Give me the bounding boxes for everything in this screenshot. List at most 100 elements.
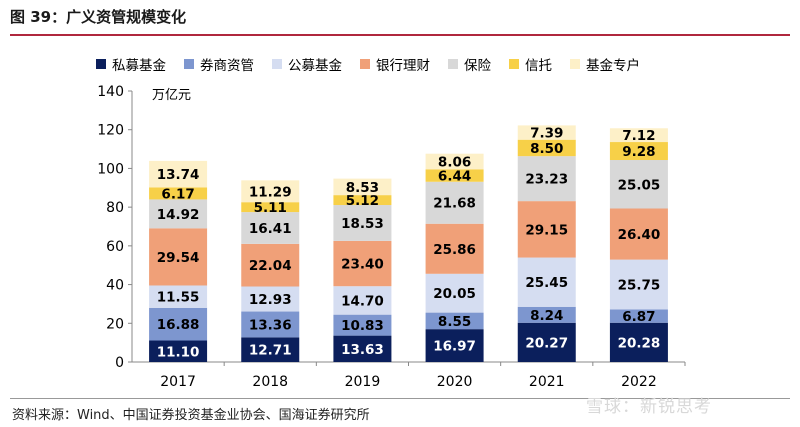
legend-label: 基金专户 [586,58,640,74]
legend-label: 公募基金 [288,58,342,74]
bar-segment [425,153,484,170]
bar-segment [149,160,208,188]
bar-segment [241,337,300,362]
data-label: 13.36 [249,317,292,333]
legend-item-1: 券商资管 [184,54,254,74]
bar-segment [241,311,300,338]
data-label: 11.29 [249,184,292,200]
data-label: 5.12 [346,193,379,209]
bar-segment [517,125,576,140]
data-label: 29.15 [525,222,568,238]
legend-swatch [509,59,519,69]
watermark: 雪球：新锐思考 [586,397,712,417]
bar-segment [609,322,668,362]
data-label: 7.39 [530,126,563,142]
bar-segment [149,187,208,200]
bar-segment [333,205,392,241]
bar-segment [149,340,208,362]
legend-swatch [570,59,580,69]
data-label: 18.53 [341,216,384,232]
bar-segment [609,309,668,323]
data-label: 12.93 [249,292,292,308]
y-tick-label: 20 [106,316,124,332]
bar-segment [425,312,484,330]
legend-item-4: 保险 [448,54,491,74]
bar-segment [241,180,300,203]
data-label: 8.50 [530,141,563,157]
legend-item-0: 私募基金 [96,54,166,74]
bar-segment [517,156,576,202]
bar-segment [609,259,668,310]
bar-segment [241,243,300,287]
bar-segment [333,335,392,362]
bar-segment [425,223,484,274]
bar-segment [517,257,576,307]
bar-segment [241,212,300,244]
data-label: 8.06 [438,154,471,170]
data-label: 8.53 [346,180,379,196]
data-label: 23.40 [341,257,384,273]
chart-legend: 私募基金 券商资管 公募基金 银行理财 保险 信托 基金专户 [96,54,640,74]
data-label: 25.75 [618,278,661,294]
y-tick-label: 140 [97,84,124,100]
legend-item-6: 基金专户 [570,54,640,74]
data-label: 8.24 [530,308,563,324]
bar-segment [425,273,484,313]
data-label: 16.97 [433,339,476,355]
bar-segment [149,228,208,286]
stacked-bar-chart: 0 20 40 60 80 100 120 140 万亿元 11.10 16.88 11.55 29.5… [97,84,686,390]
data-label: 26.40 [618,227,661,243]
data-label: 20.05 [433,286,476,302]
x-tick-label: 2018 [252,374,288,390]
bar-segment [333,314,392,336]
legend-swatch [448,59,458,69]
bar-segment [609,160,668,209]
data-label: 20.27 [525,335,568,351]
bar-segment [425,169,484,182]
legend-label: 券商资管 [200,58,254,74]
data-label: 14.70 [341,293,384,309]
title-divider [10,34,790,36]
data-label: 5.11 [254,200,287,216]
data-label: 20.28 [618,335,661,351]
data-label: 25.86 [433,242,476,258]
legend-label: 信托 [525,58,552,74]
data-label: 21.68 [433,196,476,212]
data-label: 11.10 [157,344,200,360]
x-tick-label: 2020 [437,374,473,390]
data-label: 23.23 [525,172,568,188]
x-tick-label: 2021 [529,374,565,390]
bar-segment [517,322,576,362]
legend-label: 保险 [464,58,491,74]
data-label: 9.28 [622,144,655,160]
legend-item-2: 公募基金 [272,54,342,74]
data-label: 12.71 [249,343,292,359]
bar-segment [149,285,208,308]
data-label: 13.74 [157,167,200,183]
bar-segment [517,306,576,323]
legend-swatch [272,59,282,69]
legend-swatch [360,59,370,69]
legend-label: 私募基金 [112,58,166,74]
bar-segment [609,128,668,143]
data-label: 29.54 [157,250,200,266]
legend-swatch [96,59,106,69]
footer-divider [10,398,790,399]
bar-segment [609,142,668,161]
legend-item-3: 银行理财 [360,54,430,74]
y-axis-unit-label: 万亿元 [152,88,191,103]
data-label: 25.45 [525,275,568,291]
data-label: 6.87 [622,309,655,325]
bar-segment [517,139,576,157]
data-label: 16.88 [157,317,200,333]
data-label: 14.92 [157,207,200,223]
legend-swatch [184,59,194,69]
data-label: 10.83 [341,318,384,334]
y-tick-label: 0 [115,355,124,371]
bar-segment [149,199,208,229]
legend-item-5: 信托 [509,54,552,74]
data-label: 6.17 [161,186,194,202]
bar-segment [425,181,484,224]
x-tick-label: 2019 [345,374,381,390]
bar-segment [425,329,484,362]
